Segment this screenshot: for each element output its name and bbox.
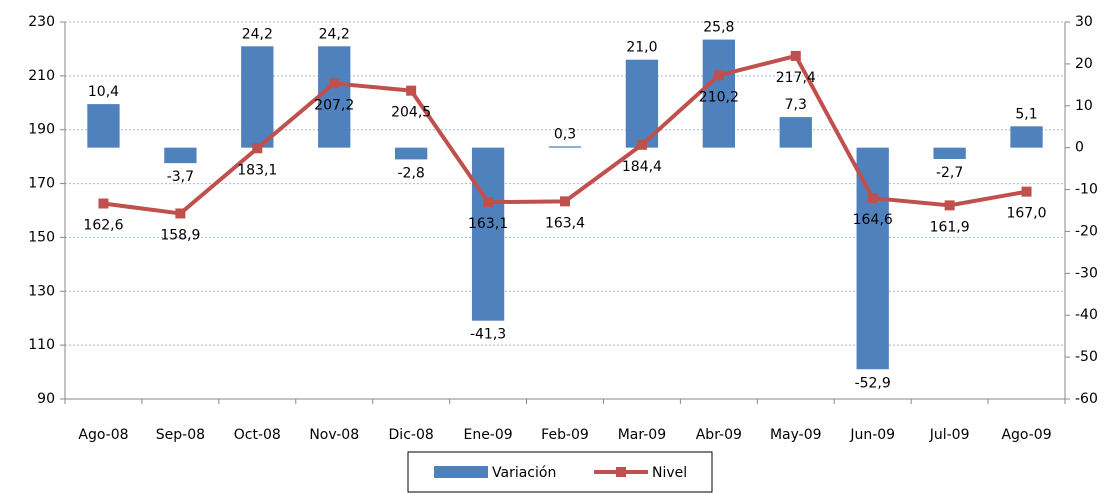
y2-tick-label: 20	[1075, 56, 1093, 72]
x-tick-label: Ago-09	[1001, 427, 1051, 443]
line-marker	[1021, 186, 1032, 197]
y2-tick-label: -10	[1075, 182, 1098, 198]
y2-tick-label: -30	[1075, 265, 1098, 281]
line-marker	[944, 200, 955, 211]
line-marker	[406, 85, 417, 96]
y2-tick-label: -50	[1075, 349, 1098, 365]
line-marker	[175, 208, 186, 219]
line-value-label: 162,6	[83, 217, 123, 233]
y2-tick-label: -40	[1075, 307, 1098, 323]
bar	[1010, 126, 1043, 148]
legend-swatch	[616, 467, 626, 477]
y2-tick-label: 30	[1075, 14, 1093, 30]
x-tick-label: Mar-09	[618, 427, 666, 443]
x-tick-label: Feb-09	[541, 427, 589, 443]
line-marker	[252, 143, 263, 154]
bar-value-label: -2,8	[397, 165, 424, 181]
bar-value-label: 25,8	[703, 20, 734, 36]
bar-value-label: -3,7	[167, 169, 194, 185]
y-tick-label: 230	[28, 14, 55, 30]
legend-label: Nivel	[652, 465, 687, 481]
line-marker	[867, 193, 878, 204]
line-value-label: 161,9	[930, 219, 970, 235]
y-tick-label: 90	[37, 391, 55, 407]
line-value-label: 207,2	[314, 97, 354, 113]
line-marker	[98, 198, 109, 209]
x-tick-label: Ago-08	[78, 427, 128, 443]
x-tick-label: Nov-08	[309, 427, 359, 443]
bar	[87, 104, 120, 148]
y-tick-label: 130	[28, 283, 55, 299]
line-value-label: 167,0	[1006, 206, 1046, 222]
bar-value-label: -41,3	[470, 327, 506, 343]
bar-value-label: 21,0	[626, 40, 657, 56]
legend-label: Variación	[492, 465, 556, 481]
bar-value-label: 24,2	[319, 26, 350, 42]
x-tick-label: Jul-09	[929, 427, 970, 443]
x-tick-label: Jun-09	[849, 427, 895, 443]
y2-tick-label: -60	[1075, 391, 1098, 407]
bar	[856, 147, 889, 370]
line-value-label: 164,6	[853, 212, 893, 228]
line-value-label: 183,1	[237, 162, 277, 178]
y2-tick-label: 10	[1075, 98, 1093, 114]
x-tick-label: May-09	[770, 427, 822, 443]
bar	[241, 46, 274, 148]
line-value-label: 158,9	[160, 227, 200, 243]
line-value-label: 184,4	[622, 159, 662, 175]
y-tick-label: 170	[28, 176, 55, 192]
line-marker	[713, 70, 724, 81]
bar	[164, 147, 197, 164]
bar	[395, 147, 428, 160]
line-value-label: 204,5	[391, 105, 431, 121]
bar	[471, 147, 505, 321]
x-tick-label: Sep-08	[156, 427, 205, 443]
bar	[548, 146, 582, 148]
bar	[318, 46, 351, 148]
x-tick-label: Oct-08	[234, 427, 281, 443]
y-tick-label: 150	[28, 229, 55, 245]
bar	[702, 39, 735, 148]
bar-value-label: -2,7	[936, 165, 963, 181]
line-marker	[636, 139, 647, 150]
bar	[779, 117, 812, 148]
bar-value-label: 24,2	[242, 26, 273, 42]
bar-value-label: 7,3	[785, 97, 807, 113]
line-value-label: 210,2	[699, 89, 739, 105]
bar-value-label: 5,1	[1015, 106, 1037, 122]
line-value-label: 163,4	[545, 215, 585, 231]
x-tick-label: Dic-08	[389, 427, 434, 443]
line-value-label: 163,1	[468, 216, 508, 232]
bar-value-label: -52,9	[855, 375, 891, 391]
line-marker	[329, 78, 340, 89]
bar-value-label: 10,4	[88, 84, 119, 100]
bar	[933, 147, 966, 159]
x-tick-label: Abr-09	[696, 427, 742, 443]
line-value-label: 217,4	[776, 70, 816, 86]
legend-swatch	[434, 466, 488, 478]
y-tick-label: 190	[28, 122, 55, 138]
y-tick-label: 210	[28, 68, 55, 84]
y-tick-label: 110	[28, 337, 55, 353]
y2-tick-label: 0	[1075, 140, 1084, 156]
y2-tick-label: -20	[1075, 223, 1098, 239]
x-tick-label: Ene-09	[463, 427, 512, 443]
line-marker	[483, 197, 494, 208]
bar-value-label: 0,3	[554, 126, 576, 142]
line-marker	[790, 50, 801, 61]
line-marker	[560, 196, 570, 207]
